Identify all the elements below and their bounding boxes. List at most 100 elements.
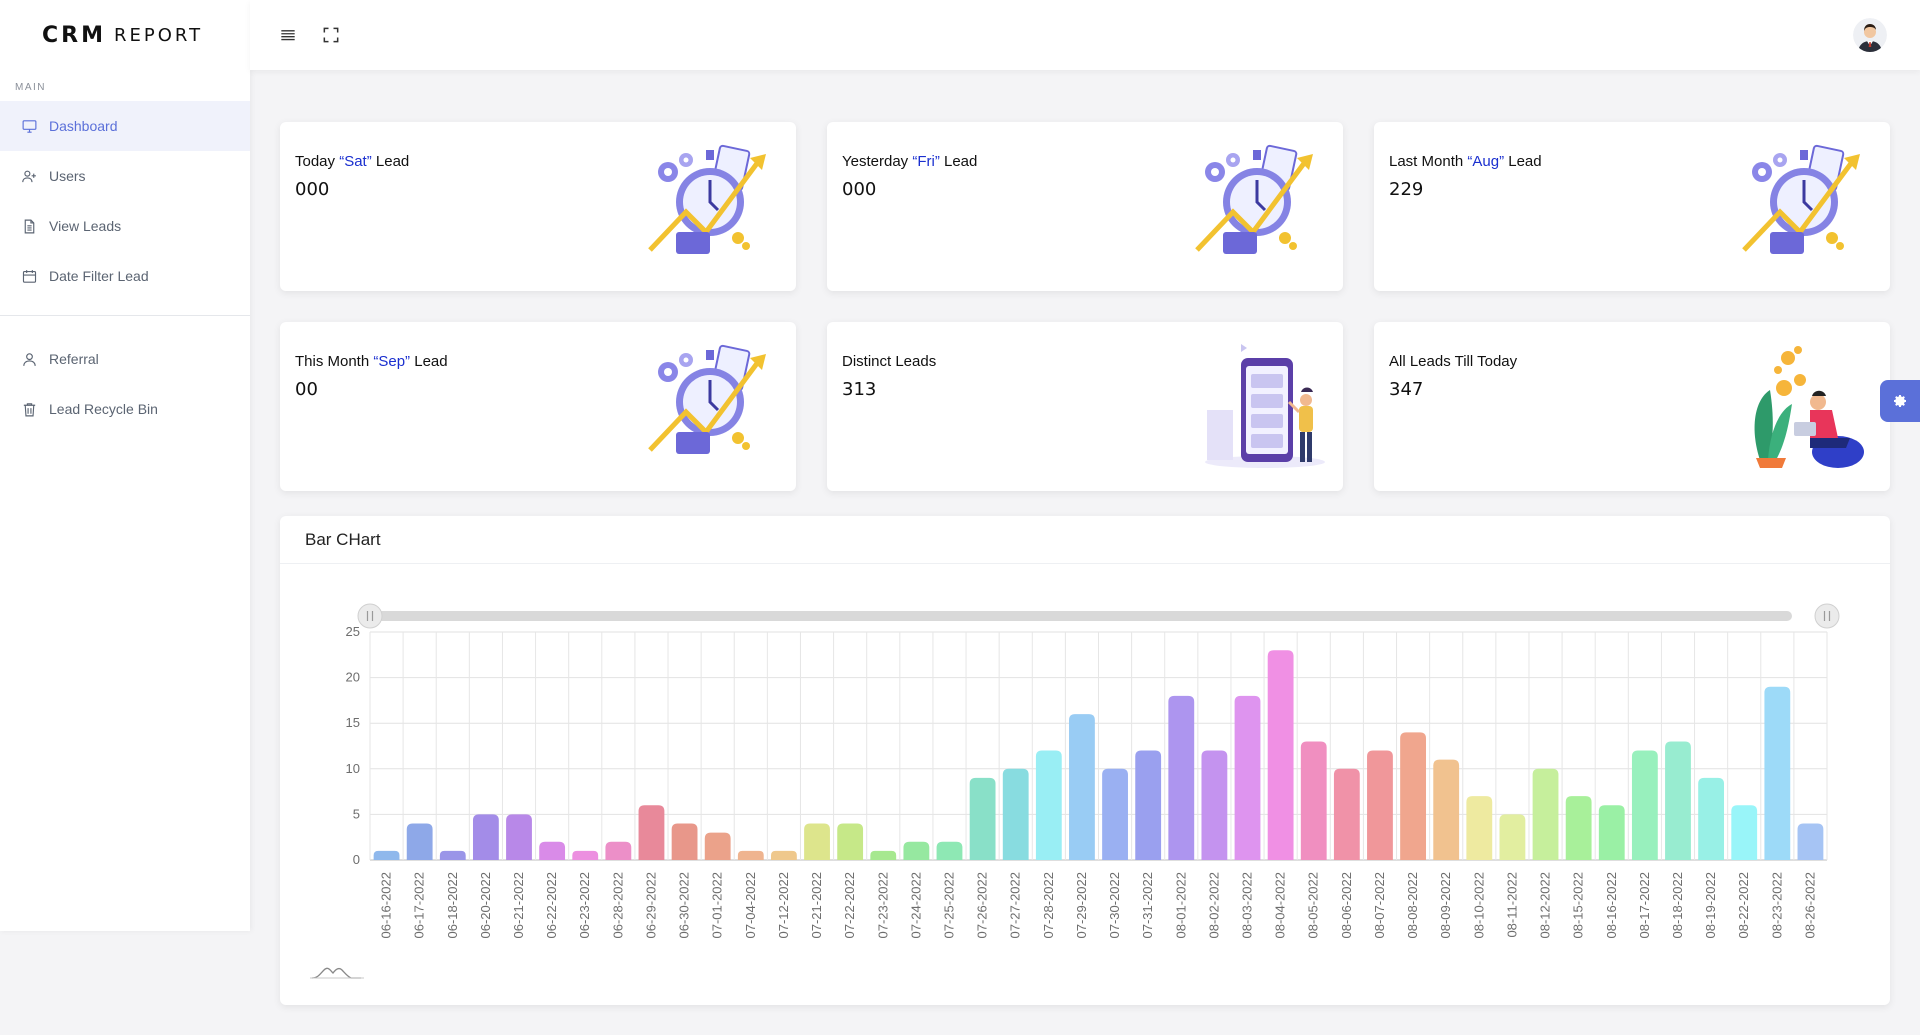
bar-08-12-2022[interactable] xyxy=(1532,768,1559,860)
bar-08-03-2022[interactable] xyxy=(1234,695,1261,860)
bar-07-04-2022[interactable] xyxy=(737,850,764,860)
mini-overview-icon xyxy=(311,967,361,979)
bar-06-21-2022[interactable] xyxy=(506,814,532,860)
bar-08-10-2022[interactable] xyxy=(1466,796,1493,860)
sidebar-item-label: Date Filter Lead xyxy=(49,268,149,284)
x-tick-label: 07-21-2022 xyxy=(809,872,824,939)
trash-icon xyxy=(20,400,38,418)
bar-07-28-2022[interactable] xyxy=(1035,750,1062,860)
x-tick-label: 06-30-2022 xyxy=(677,872,692,939)
bar-08-08-2022[interactable] xyxy=(1400,732,1426,860)
x-tick-label: 07-01-2022 xyxy=(710,872,725,939)
bar-06-22-2022[interactable] xyxy=(539,841,566,860)
bar-06-23-2022[interactable] xyxy=(572,850,599,860)
stat-card-distinct-leads: Distinct Leads 313 xyxy=(827,322,1343,491)
zoom-slider-handle-left[interactable] xyxy=(357,603,383,629)
bar-08-23-2022[interactable] xyxy=(1764,686,1791,860)
bar-07-01-2022[interactable] xyxy=(704,832,731,860)
bar-06-29-2022[interactable] xyxy=(638,805,665,860)
bar-08-05-2022[interactable] xyxy=(1300,741,1327,860)
bar-07-23-2022[interactable] xyxy=(870,850,897,860)
bar-08-16-2022[interactable] xyxy=(1598,805,1625,860)
sidebar-item-users[interactable]: Users xyxy=(0,151,250,201)
bar-08-11-2022[interactable] xyxy=(1499,814,1526,860)
bar-07-25-2022[interactable] xyxy=(936,841,963,860)
menu-section-title: MAIN xyxy=(15,82,46,93)
bar-06-18-2022[interactable] xyxy=(439,850,466,860)
x-tick-label: 07-23-2022 xyxy=(875,872,890,939)
bar-07-26-2022[interactable] xyxy=(969,777,996,860)
gear-icon xyxy=(1894,395,1906,407)
bar-06-17-2022[interactable] xyxy=(406,823,433,860)
stat-value: 229 xyxy=(1389,179,1424,200)
stopwatch-illustration xyxy=(1742,144,1860,254)
x-tick-label: 07-12-2022 xyxy=(776,872,791,939)
bar-08-02-2022[interactable] xyxy=(1201,750,1228,860)
x-tick-label: 07-29-2022 xyxy=(1074,872,1089,939)
hamburger-icon[interactable] xyxy=(277,24,299,46)
x-tick-label: 07-04-2022 xyxy=(743,872,758,939)
x-tick-label: 06-22-2022 xyxy=(544,872,559,939)
bar-06-16-2022[interactable] xyxy=(373,850,400,860)
x-tick-label: 08-16-2022 xyxy=(1604,872,1619,939)
user-plus-icon xyxy=(20,167,38,185)
monitor-icon xyxy=(20,117,38,135)
settings-button[interactable] xyxy=(1880,380,1920,422)
bar-chart-card: Bar CHart 0 5 10 15 20 25 06-16-2022 06-17-202… xyxy=(280,516,1890,1005)
bar-08-06-2022[interactable] xyxy=(1333,768,1360,860)
stat-card-yesterday-lead: Yesterday “Fri” Lead 000 xyxy=(827,122,1343,291)
stat-title: This Month “Sep” Lead xyxy=(295,353,448,370)
bar-08-26-2022[interactable] xyxy=(1797,823,1824,860)
x-tick-label: 06-18-2022 xyxy=(445,872,460,939)
bar-07-21-2022[interactable] xyxy=(804,823,830,860)
bar-08-19-2022[interactable] xyxy=(1698,777,1725,860)
topbar xyxy=(250,0,1920,70)
stat-title: Distinct Leads xyxy=(842,353,937,370)
sidebar-item-label: Lead Recycle Bin xyxy=(49,401,158,417)
bar-07-12-2022[interactable] xyxy=(771,850,797,860)
bar-06-20-2022[interactable] xyxy=(472,814,499,860)
x-tick-label: 06-23-2022 xyxy=(577,872,592,939)
x-tick-label: 08-26-2022 xyxy=(1802,872,1817,939)
bar-06-30-2022[interactable] xyxy=(671,823,698,860)
chart-title: Bar CHart xyxy=(280,516,1890,564)
y-tick-label: 5 xyxy=(353,806,360,821)
x-tick-label: 08-03-2022 xyxy=(1240,872,1255,939)
sidebar-item-lead-recycle-bin[interactable]: Lead Recycle Bin xyxy=(0,384,250,434)
phone-person-illustration xyxy=(1205,344,1325,468)
sidebar-item-referral[interactable]: Referral xyxy=(0,334,250,384)
fullscreen-icon[interactable] xyxy=(320,24,342,46)
sidebar-item-dashboard[interactable]: Dashboard xyxy=(0,101,250,151)
bar-08-07-2022[interactable] xyxy=(1367,750,1393,860)
brand-logo[interactable]: CRM REPORT xyxy=(0,0,250,70)
bar-08-18-2022[interactable] xyxy=(1665,741,1691,860)
sidebar-item-label: Users xyxy=(49,168,86,184)
bar-06-28-2022[interactable] xyxy=(605,841,632,860)
bar-07-30-2022[interactable] xyxy=(1102,768,1128,860)
bar-08-17-2022[interactable] xyxy=(1631,750,1658,860)
bar-08-22-2022[interactable] xyxy=(1731,805,1758,860)
menu-divider xyxy=(0,315,250,316)
bar-07-27-2022[interactable] xyxy=(1002,768,1029,860)
bar-08-15-2022[interactable] xyxy=(1565,796,1592,860)
zoom-slider-handle-right[interactable] xyxy=(1814,603,1840,629)
user-icon xyxy=(20,350,38,368)
bar-07-31-2022[interactable] xyxy=(1135,750,1162,860)
sidebar-item-date-filter-lead[interactable]: Date Filter Lead xyxy=(0,251,250,301)
bar-07-24-2022[interactable] xyxy=(903,841,930,860)
calendar-icon xyxy=(20,267,38,285)
bar-08-09-2022[interactable] xyxy=(1433,759,1460,860)
zoom-slider-track[interactable] xyxy=(362,611,1792,621)
bar-07-22-2022[interactable] xyxy=(837,823,864,860)
stat-card-this-month-lead: This Month “Sep” Lead 00 xyxy=(280,322,796,491)
x-tick-label: 06-16-2022 xyxy=(379,872,394,939)
bar-08-04-2022[interactable] xyxy=(1267,650,1294,860)
user-avatar-icon[interactable] xyxy=(1853,18,1887,52)
x-tick-label: 08-17-2022 xyxy=(1637,872,1652,939)
bar-07-29-2022[interactable] xyxy=(1069,714,1095,860)
bar-chart: 0 5 10 15 20 25 06-16-2022 06-17-2022 06-18-202… xyxy=(310,603,1840,979)
sidebar-item-view-leads[interactable]: View Leads xyxy=(0,201,250,251)
bar-08-01-2022[interactable] xyxy=(1168,695,1195,860)
stat-card-all-leads-till-today: All Leads Till Today 347 xyxy=(1374,322,1890,491)
x-tick-label: 07-28-2022 xyxy=(1041,872,1056,939)
